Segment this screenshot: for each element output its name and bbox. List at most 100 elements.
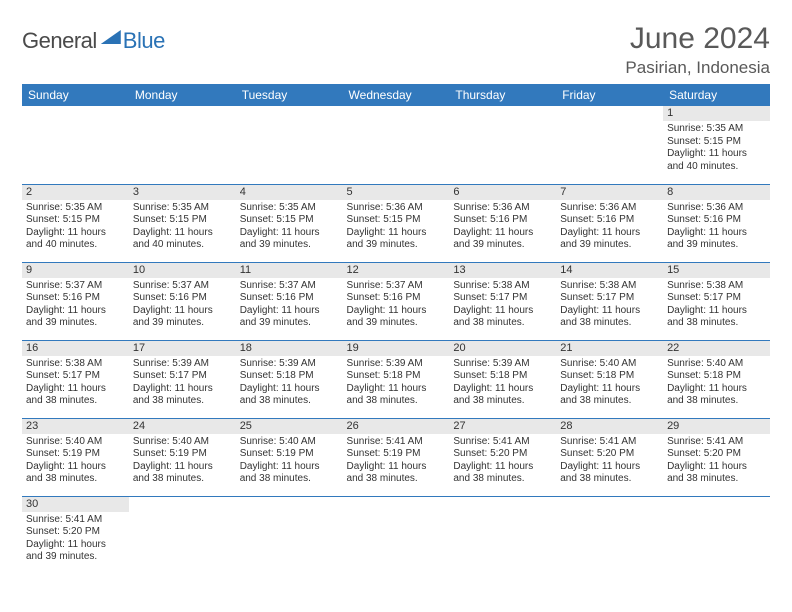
- day-details: Sunrise: 5:39 AMSunset: 5:17 PMDaylight:…: [129, 356, 236, 411]
- empty-day: [129, 106, 236, 121]
- empty-day: [236, 106, 343, 121]
- empty-day: [343, 497, 450, 512]
- day-details: Sunrise: 5:40 AMSunset: 5:18 PMDaylight:…: [663, 356, 770, 411]
- day-number: 12: [343, 263, 450, 278]
- day-number: 4: [236, 185, 343, 200]
- calendar-cell: [129, 496, 236, 574]
- calendar-cell: 4Sunrise: 5:35 AMSunset: 5:15 PMDaylight…: [236, 184, 343, 262]
- calendar-cell: 3Sunrise: 5:35 AMSunset: 5:15 PMDaylight…: [129, 184, 236, 262]
- calendar-cell: 22Sunrise: 5:40 AMSunset: 5:18 PMDayligh…: [663, 340, 770, 418]
- day-number: 21: [556, 341, 663, 356]
- calendar-cell: [236, 496, 343, 574]
- day-number: 2: [22, 185, 129, 200]
- calendar-cell: 16Sunrise: 5:38 AMSunset: 5:17 PMDayligh…: [22, 340, 129, 418]
- day-details: Sunrise: 5:38 AMSunset: 5:17 PMDaylight:…: [449, 278, 556, 333]
- day-number: 29: [663, 419, 770, 434]
- day-number: 28: [556, 419, 663, 434]
- location-label: Pasirian, Indonesia: [625, 58, 770, 78]
- calendar-cell: 5Sunrise: 5:36 AMSunset: 5:15 PMDaylight…: [343, 184, 450, 262]
- calendar-cell: [556, 496, 663, 574]
- calendar-cell: 28Sunrise: 5:41 AMSunset: 5:20 PMDayligh…: [556, 418, 663, 496]
- empty-day: [556, 497, 663, 512]
- day-details: Sunrise: 5:37 AMSunset: 5:16 PMDaylight:…: [236, 278, 343, 333]
- day-details: Sunrise: 5:37 AMSunset: 5:16 PMDaylight:…: [343, 278, 450, 333]
- calendar-cell: 1Sunrise: 5:35 AMSunset: 5:15 PMDaylight…: [663, 106, 770, 184]
- calendar-cell: 8Sunrise: 5:36 AMSunset: 5:16 PMDaylight…: [663, 184, 770, 262]
- empty-day: [236, 497, 343, 512]
- calendar-cell: 23Sunrise: 5:40 AMSunset: 5:19 PMDayligh…: [22, 418, 129, 496]
- day-details: Sunrise: 5:41 AMSunset: 5:20 PMDaylight:…: [663, 434, 770, 489]
- calendar-cell: [129, 106, 236, 184]
- calendar-cell: 2Sunrise: 5:35 AMSunset: 5:15 PMDaylight…: [22, 184, 129, 262]
- day-number: 11: [236, 263, 343, 278]
- title-block: June 2024 Pasirian, Indonesia: [625, 22, 770, 78]
- calendar-cell: 26Sunrise: 5:41 AMSunset: 5:19 PMDayligh…: [343, 418, 450, 496]
- weekday-header: Sunday: [22, 84, 129, 106]
- day-details: Sunrise: 5:41 AMSunset: 5:20 PMDaylight:…: [22, 512, 129, 567]
- day-number: 15: [663, 263, 770, 278]
- day-number: 8: [663, 185, 770, 200]
- day-details: Sunrise: 5:39 AMSunset: 5:18 PMDaylight:…: [449, 356, 556, 411]
- day-number: 10: [129, 263, 236, 278]
- calendar-cell: [236, 106, 343, 184]
- calendar-cell: 14Sunrise: 5:38 AMSunset: 5:17 PMDayligh…: [556, 262, 663, 340]
- calendar-cell: 27Sunrise: 5:41 AMSunset: 5:20 PMDayligh…: [449, 418, 556, 496]
- day-number: 1: [663, 106, 770, 121]
- day-number: 30: [22, 497, 129, 512]
- flag-icon: [101, 30, 121, 44]
- day-number: 6: [449, 185, 556, 200]
- day-number: 7: [556, 185, 663, 200]
- calendar-table: SundayMondayTuesdayWednesdayThursdayFrid…: [22, 84, 770, 574]
- day-details: Sunrise: 5:39 AMSunset: 5:18 PMDaylight:…: [236, 356, 343, 411]
- weekday-header: Monday: [129, 84, 236, 106]
- day-details: Sunrise: 5:40 AMSunset: 5:18 PMDaylight:…: [556, 356, 663, 411]
- day-details: Sunrise: 5:41 AMSunset: 5:19 PMDaylight:…: [343, 434, 450, 489]
- day-details: Sunrise: 5:40 AMSunset: 5:19 PMDaylight:…: [22, 434, 129, 489]
- day-details: Sunrise: 5:36 AMSunset: 5:16 PMDaylight:…: [556, 200, 663, 255]
- calendar-header: SundayMondayTuesdayWednesdayThursdayFrid…: [22, 84, 770, 106]
- day-details: Sunrise: 5:35 AMSunset: 5:15 PMDaylight:…: [22, 200, 129, 255]
- day-details: Sunrise: 5:36 AMSunset: 5:15 PMDaylight:…: [343, 200, 450, 255]
- calendar-cell: [343, 106, 450, 184]
- calendar-cell: 10Sunrise: 5:37 AMSunset: 5:16 PMDayligh…: [129, 262, 236, 340]
- day-details: Sunrise: 5:38 AMSunset: 5:17 PMDaylight:…: [556, 278, 663, 333]
- day-number: 5: [343, 185, 450, 200]
- calendar-cell: 24Sunrise: 5:40 AMSunset: 5:19 PMDayligh…: [129, 418, 236, 496]
- calendar-cell: 11Sunrise: 5:37 AMSunset: 5:16 PMDayligh…: [236, 262, 343, 340]
- calendar-cell: 12Sunrise: 5:37 AMSunset: 5:16 PMDayligh…: [343, 262, 450, 340]
- day-number: 3: [129, 185, 236, 200]
- calendar-cell: 7Sunrise: 5:36 AMSunset: 5:16 PMDaylight…: [556, 184, 663, 262]
- calendar-cell: 21Sunrise: 5:40 AMSunset: 5:18 PMDayligh…: [556, 340, 663, 418]
- day-number: 20: [449, 341, 556, 356]
- day-details: Sunrise: 5:40 AMSunset: 5:19 PMDaylight:…: [236, 434, 343, 489]
- calendar-cell: 9Sunrise: 5:37 AMSunset: 5:16 PMDaylight…: [22, 262, 129, 340]
- day-number: 27: [449, 419, 556, 434]
- day-details: Sunrise: 5:37 AMSunset: 5:16 PMDaylight:…: [129, 278, 236, 333]
- brand-word1: General: [22, 28, 97, 54]
- page-header: General Blue June 2024 Pasirian, Indones…: [22, 22, 770, 78]
- calendar-cell: 20Sunrise: 5:39 AMSunset: 5:18 PMDayligh…: [449, 340, 556, 418]
- day-number: 25: [236, 419, 343, 434]
- day-number: 13: [449, 263, 556, 278]
- day-details: Sunrise: 5:37 AMSunset: 5:16 PMDaylight:…: [22, 278, 129, 333]
- calendar-cell: [449, 106, 556, 184]
- day-details: Sunrise: 5:40 AMSunset: 5:19 PMDaylight:…: [129, 434, 236, 489]
- weekday-header: Tuesday: [236, 84, 343, 106]
- calendar-cell: [449, 496, 556, 574]
- calendar-cell: 30Sunrise: 5:41 AMSunset: 5:20 PMDayligh…: [22, 496, 129, 574]
- empty-day: [129, 497, 236, 512]
- day-number: 24: [129, 419, 236, 434]
- calendar-cell: 13Sunrise: 5:38 AMSunset: 5:17 PMDayligh…: [449, 262, 556, 340]
- day-details: Sunrise: 5:35 AMSunset: 5:15 PMDaylight:…: [129, 200, 236, 255]
- day-details: Sunrise: 5:41 AMSunset: 5:20 PMDaylight:…: [449, 434, 556, 489]
- brand-logo: General Blue: [22, 28, 165, 54]
- calendar-cell: 18Sunrise: 5:39 AMSunset: 5:18 PMDayligh…: [236, 340, 343, 418]
- empty-day: [449, 106, 556, 121]
- empty-day: [556, 106, 663, 121]
- calendar-cell: [663, 496, 770, 574]
- calendar-cell: 6Sunrise: 5:36 AMSunset: 5:16 PMDaylight…: [449, 184, 556, 262]
- day-number: 9: [22, 263, 129, 278]
- calendar-cell: 29Sunrise: 5:41 AMSunset: 5:20 PMDayligh…: [663, 418, 770, 496]
- day-details: Sunrise: 5:39 AMSunset: 5:18 PMDaylight:…: [343, 356, 450, 411]
- weekday-header: Wednesday: [343, 84, 450, 106]
